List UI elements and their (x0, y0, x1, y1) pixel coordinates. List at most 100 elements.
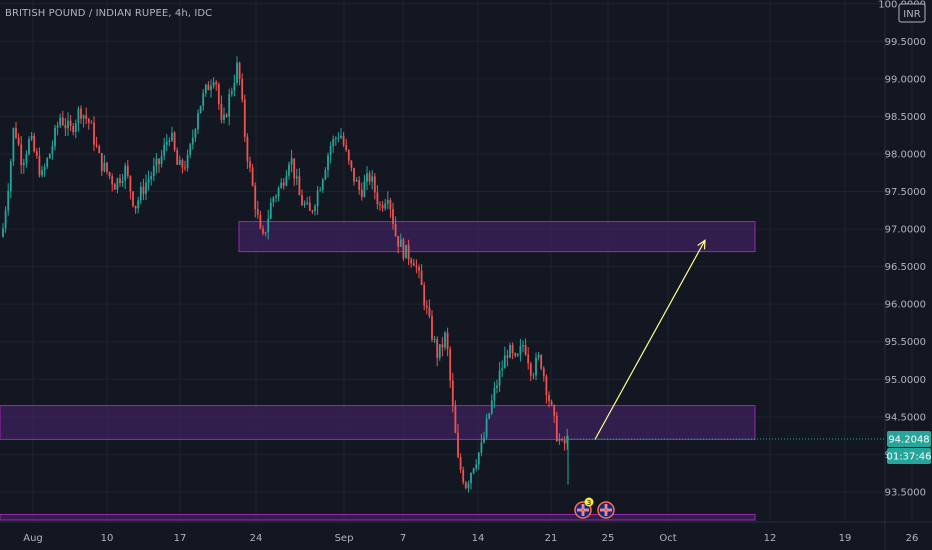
overlay: 3 (568, 239, 885, 519)
candle-body (407, 244, 410, 260)
candle-body (285, 175, 288, 186)
y-tick-label: 96.0000 (885, 300, 926, 311)
candle-body (121, 180, 124, 183)
candle-body (490, 400, 493, 414)
candle-body (542, 368, 545, 377)
candle-body (54, 127, 56, 147)
candle-body (217, 84, 220, 105)
candles (2, 56, 569, 493)
candle-body (561, 439, 563, 441)
candle-body (223, 114, 225, 120)
candle-body (113, 184, 116, 190)
candle-body (100, 153, 103, 172)
candle-body (412, 263, 415, 266)
candle-body (438, 344, 441, 358)
candle-body (529, 363, 532, 376)
candle-body (202, 93, 205, 106)
candle-body (225, 114, 228, 117)
candle-body (358, 180, 361, 190)
candle-body (433, 339, 436, 341)
candle-body (459, 457, 462, 470)
zones (0, 221, 756, 521)
candle-body (9, 161, 12, 192)
candle-body (184, 167, 186, 169)
candle-body (321, 179, 324, 191)
last-price-tag (887, 431, 931, 448)
candle-body (379, 204, 381, 206)
candle-body (537, 355, 540, 358)
uk-flag-icon (597, 501, 615, 519)
candle-body (85, 115, 88, 119)
candle-body (210, 86, 212, 91)
candle-body (80, 108, 82, 119)
countdown-label: 01:37:46 (887, 452, 932, 463)
candle-body (342, 135, 345, 146)
candle-body (483, 437, 485, 443)
candle-body (20, 144, 23, 166)
y-tick-label: 98.5000 (885, 112, 926, 123)
candle-body (108, 172, 111, 177)
candle-body (563, 439, 566, 444)
y-tick-label: 99.5000 (885, 37, 926, 48)
candle-body (147, 179, 150, 183)
y-tick-label: 97.5000 (885, 187, 926, 198)
candle-body (425, 305, 428, 308)
candle-body (204, 84, 207, 94)
candle-body (139, 186, 142, 201)
price-axis[interactable]: 100.000099.500099.000098.500098.000097.5… (878, 0, 931, 498)
candle-body (275, 196, 277, 198)
x-tick-label: 10 (101, 533, 114, 544)
candle-body (116, 178, 119, 190)
candle-body (264, 232, 267, 234)
candle-body (477, 452, 480, 465)
candle-body (347, 150, 350, 161)
candle-body (25, 154, 28, 163)
candle-body (290, 158, 293, 165)
candle-body (522, 345, 524, 347)
candle-body (59, 117, 62, 126)
candle-body (256, 209, 259, 215)
candle-body (511, 345, 514, 354)
candle-body (134, 205, 137, 209)
candle-body (467, 483, 470, 489)
zone-rect (238, 221, 756, 253)
time-axis[interactable]: Aug 10 17 24 Sep 7 14 21 25 Oct 12 19 26 (23, 533, 918, 544)
candle-body (441, 344, 444, 348)
candle-body (311, 210, 314, 212)
candle-body (306, 202, 309, 204)
trend-arrow-head (697, 239, 706, 250)
candle-body (301, 195, 303, 206)
candle-body (98, 146, 101, 154)
candle-body (501, 368, 504, 371)
candle-body (392, 209, 394, 224)
candle-body (428, 307, 431, 317)
candle-body (397, 236, 400, 247)
candle-body (402, 239, 405, 259)
candle-body (106, 162, 108, 173)
y-tick-label: 93.5000 (885, 487, 926, 498)
candle-body (207, 84, 210, 91)
candle-body (269, 202, 272, 219)
y-tick-label: 94.5000 (885, 412, 926, 423)
x-tick-label: 17 (174, 533, 187, 544)
x-tick-label: 25 (602, 533, 615, 544)
candle-body (82, 115, 85, 119)
candle-body (215, 82, 218, 85)
candle-body (303, 203, 306, 206)
candle-body (558, 439, 561, 442)
candle-body (503, 355, 506, 369)
x-tick-label: Aug (23, 533, 43, 544)
zone-rect (0, 405, 756, 440)
candle-body (548, 395, 550, 402)
candle-body (420, 270, 423, 285)
chart-title: BRITISH POUND / INDIAN RUPEE, 4h, IDC (5, 8, 213, 19)
candle-body (22, 162, 25, 166)
candle-body (535, 357, 537, 376)
candle-body (259, 214, 262, 229)
candle-body (399, 239, 402, 247)
trend-arrow-line (594, 240, 706, 440)
y-tick-label: 98.0000 (885, 149, 926, 160)
